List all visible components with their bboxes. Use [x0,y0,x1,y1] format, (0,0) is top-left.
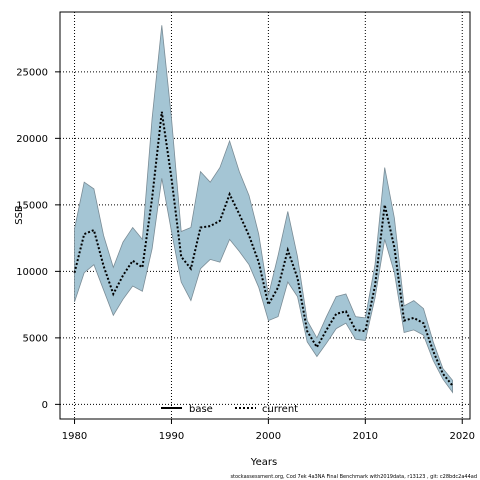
x-axis-ticks: 1980 1990 2000 2010 2020 [62,419,475,442]
legend: base current [161,404,298,415]
x-tick-label: 2020 [450,431,475,442]
y-axis-title: SSB [14,205,25,225]
x-axis-title: Years [250,457,277,468]
y-tick-label: 10000 [16,267,48,278]
x-tick-label: 1980 [62,431,87,442]
plot-frame [59,11,471,420]
y-tick-label: 20000 [16,134,48,145]
y-tick-label: 25000 [16,67,48,78]
legend-label-base: base [189,404,213,415]
y-axis-ticks: 0 5000 10000 15000 20000 25000 [16,67,60,411]
y-tick-label: 15000 [16,200,48,211]
legend-label-current: current [262,404,298,415]
x-tick-label: 2010 [353,431,378,442]
series-line-current [73,111,454,387]
y-tick-label: 0 [42,400,48,411]
x-tick-label: 2000 [256,431,281,442]
footer-credit: stockassessment.org, Cod 7ek 4a3NA Final… [230,474,477,480]
confidence-band [74,25,453,394]
y-tick-label: 5000 [23,333,48,344]
x-tick-label: 1990 [159,431,184,442]
